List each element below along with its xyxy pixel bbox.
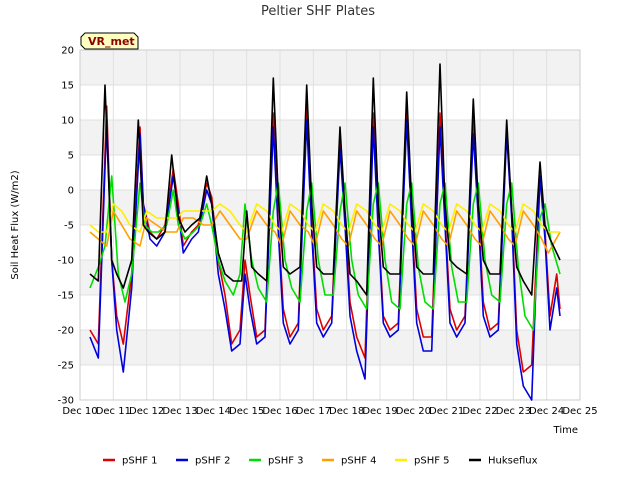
plot-frame	[79, 49, 581, 401]
chart-title: Peltier SHF Plates	[261, 4, 375, 19]
x-tick-label: Dec 20	[396, 406, 431, 417]
y-tick-label: 5	[68, 151, 74, 162]
vr-met-tag-box	[80, 32, 139, 50]
y-tick-label: -30	[58, 396, 74, 407]
y-tick-label: -10	[58, 256, 74, 267]
y-axis-ticks: 20 15 10 5 0 -5 -10 -15 -20 -25 -30	[58, 46, 74, 407]
x-tick-label: Dec 12	[129, 406, 164, 417]
plot-band	[80, 330, 580, 365]
series-lines	[89, 63, 561, 401]
series-line-6	[89, 63, 561, 296]
y-tick-label: 0	[68, 186, 74, 197]
x-tick-label: Dec 10	[62, 406, 97, 417]
y-tick-label: -15	[58, 291, 74, 302]
x-tick-label: Dec 23	[496, 406, 531, 417]
x-tick-label: Dec 22	[462, 406, 497, 417]
legend: pSHF 1 pSHF 2 pSHF 3 pSHF 4 pSHF 5 Hukseflux	[103, 456, 538, 467]
x-tick-label: Dec 21	[429, 406, 464, 417]
legend-label: pSHF 2	[195, 456, 231, 467]
plot-band	[80, 260, 580, 295]
y-tick-label: -5	[64, 221, 74, 232]
plot-band	[80, 120, 580, 155]
x-tick-label: Dec 15	[229, 406, 264, 417]
legend-label: pSHF 4	[341, 456, 377, 467]
y-tick-label: 15	[61, 81, 74, 92]
x-axis-label: Time	[553, 425, 578, 436]
series-line-4	[89, 210, 561, 254]
x-tick-label: Dec 24	[529, 406, 564, 417]
x-tick-label: Dec 18	[329, 406, 364, 417]
series-line-3	[89, 175, 561, 331]
series-line-2	[89, 119, 561, 401]
x-tick-label: Dec 16	[262, 406, 297, 417]
x-tick-label: Dec 13	[162, 406, 197, 417]
legend-label: Hukseflux	[488, 456, 538, 467]
legend-label: pSHF 1	[122, 456, 158, 467]
x-tick-label: Dec 19	[362, 406, 397, 417]
vr-met-tag-label: VR_met	[88, 35, 135, 48]
y-tick-label: 20	[61, 46, 74, 57]
vr-met-tag: VR_met	[80, 32, 139, 50]
series-line-1	[89, 98, 561, 373]
x-tick-label: Dec 17	[296, 406, 331, 417]
y-tick-label: 10	[61, 116, 74, 127]
legend-label: pSHF 3	[268, 456, 304, 467]
y-tick-label: -25	[58, 361, 74, 372]
x-tick-label: Dec 25	[562, 406, 597, 417]
plot-band	[80, 50, 580, 85]
x-tick-label: Dec 14	[196, 406, 231, 417]
x-tick-label: Dec 11	[96, 406, 131, 417]
legend-label: pSHF 5	[414, 456, 450, 467]
y-tick-label: -20	[58, 326, 74, 337]
y-axis-label: Soil Heat Flux (W/m2)	[10, 170, 21, 279]
